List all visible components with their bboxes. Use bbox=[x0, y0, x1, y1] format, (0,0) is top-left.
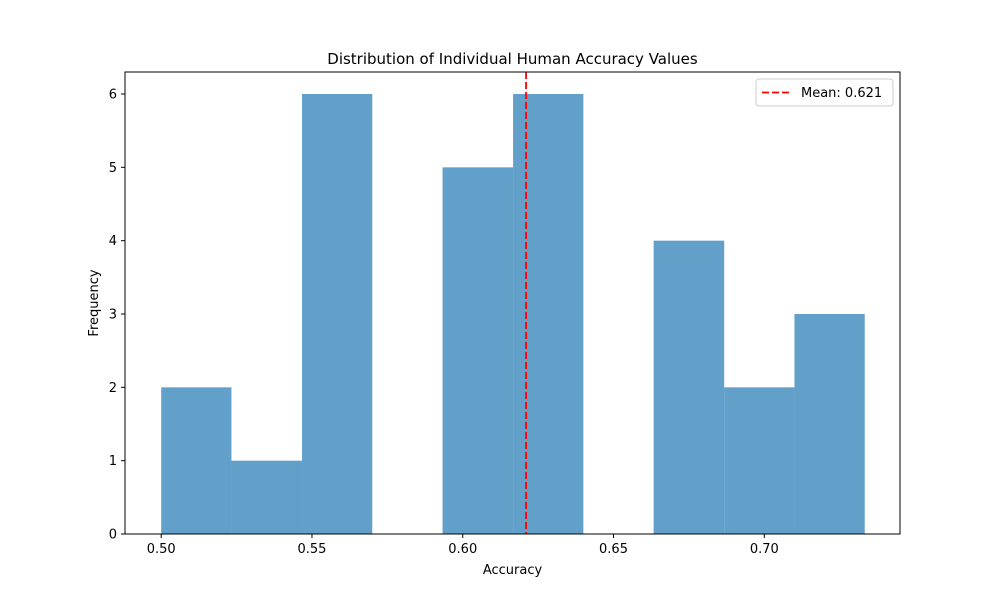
y-tick-label: 3 bbox=[109, 308, 117, 323]
x-axis-label: Accuracy bbox=[483, 563, 543, 578]
x-tick-label: 0.65 bbox=[599, 542, 628, 557]
y-tick-label: 2 bbox=[109, 381, 117, 396]
y-tick-label: 0 bbox=[109, 528, 117, 543]
x-axis-ticks: 0.50 0.55 0.60 0.65 0.70 bbox=[147, 534, 779, 557]
histogram-bar-5 bbox=[513, 94, 584, 534]
histogram-bar-0 bbox=[161, 387, 232, 534]
x-tick-label: 0.60 bbox=[448, 542, 477, 557]
histogram-bar-8 bbox=[724, 387, 795, 534]
x-tick-label: 0.55 bbox=[297, 542, 326, 557]
y-tick-label: 1 bbox=[109, 454, 117, 469]
histogram-bar-4 bbox=[442, 167, 514, 535]
histogram-bar-7 bbox=[653, 240, 725, 534]
legend-box bbox=[755, 78, 894, 107]
y-axis-ticks: 0 1 2 3 4 5 6 bbox=[109, 88, 125, 543]
x-tick-label: 0.70 bbox=[750, 542, 779, 557]
legend-label-mean: Mean: 0.621 bbox=[801, 86, 882, 101]
x-tick-label: 0.50 bbox=[147, 542, 176, 557]
legend: Mean: 0.621 bbox=[755, 78, 894, 107]
y-tick-label: 4 bbox=[109, 234, 117, 249]
chart-title: Distribution of Individual Human Accurac… bbox=[327, 50, 698, 68]
histogram-bar-9 bbox=[794, 314, 865, 534]
bars-group bbox=[161, 94, 865, 535]
histogram-bar-1 bbox=[231, 460, 303, 534]
y-tick-label: 6 bbox=[109, 88, 117, 103]
plot-frame bbox=[124, 71, 901, 535]
histogram-bar-2 bbox=[302, 94, 373, 534]
y-tick-label: 5 bbox=[109, 161, 117, 176]
y-axis-label: Frequency bbox=[87, 269, 102, 336]
